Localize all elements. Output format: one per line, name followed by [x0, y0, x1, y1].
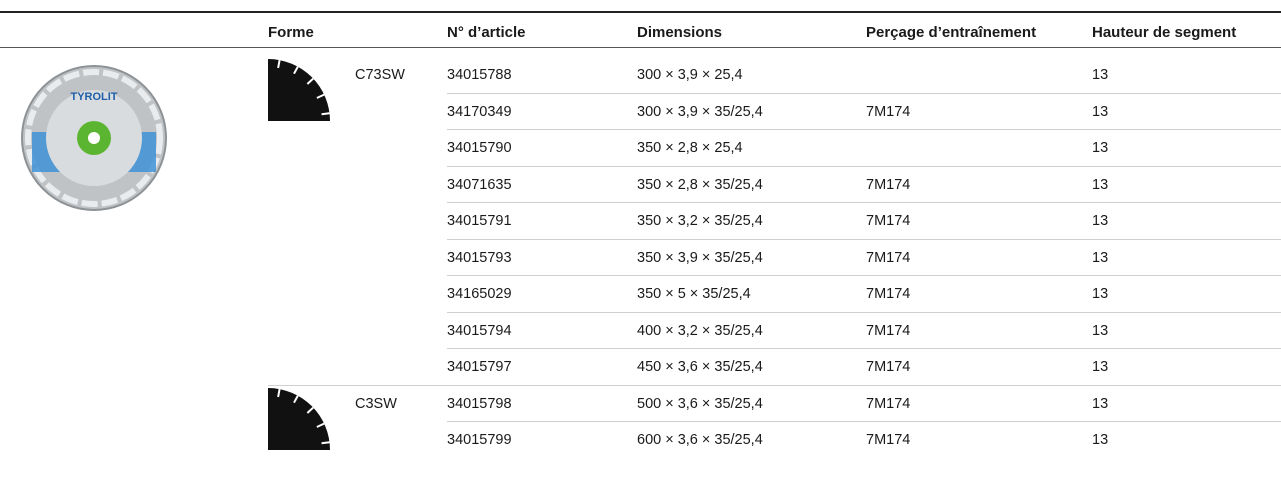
dimensions: 350 × 3,9 × 35/25,4	[637, 249, 763, 266]
hauteur: 13	[1092, 140, 1109, 156]
dimensions: 400 × 3,2 × 35/25,4	[637, 322, 763, 339]
tooth	[321, 440, 330, 444]
column-header: Perçage d’entraînement	[866, 24, 1037, 41]
header-rule	[0, 47, 1281, 48]
tooth	[316, 422, 325, 428]
row-rule	[447, 202, 1281, 203]
tooth	[316, 93, 325, 99]
article: 34015788	[447, 67, 512, 83]
article: 34015798	[447, 395, 512, 412]
row-rule	[447, 275, 1281, 276]
tooth	[277, 388, 281, 397]
top-rule	[0, 11, 1281, 13]
hauteur: 13	[1092, 103, 1109, 120]
tooth	[277, 59, 281, 69]
article: 34015794	[447, 322, 512, 339]
forme: C3SW	[355, 395, 397, 412]
article: 34170349	[447, 103, 512, 120]
article: 34015799	[447, 432, 512, 448]
percage: 7M174	[866, 213, 911, 229]
dimensions: 300 × 3,9 × 25,4	[637, 67, 743, 83]
forme: C73SW	[355, 67, 405, 83]
article: 34071635	[447, 176, 512, 193]
percage: 7M174	[866, 359, 911, 375]
hauteur: 13	[1092, 249, 1109, 266]
tooth	[293, 394, 299, 403]
article: 34015793	[447, 249, 512, 266]
row-rule	[447, 92, 1281, 94]
percage: 7M174	[866, 395, 911, 412]
article: 34015790	[447, 140, 512, 156]
blade-sector	[268, 59, 330, 121]
row-rule	[268, 384, 1281, 386]
tooth	[306, 406, 314, 414]
dimensions: 500 × 3,6 × 35/25,4	[637, 395, 763, 412]
percage: 7M174	[866, 322, 911, 339]
hauteur: 13	[1092, 359, 1109, 375]
column-header: Dimensions	[637, 24, 723, 41]
tooth	[293, 66, 299, 75]
row-rule	[447, 421, 1281, 422]
dimensions: 450 × 3,6 × 35/25,4	[637, 359, 763, 375]
column-header: Forme	[268, 24, 314, 41]
percage: 7M174	[866, 286, 911, 302]
product-image: TYROLIT	[21, 65, 167, 211]
hauteur: 13	[1092, 322, 1109, 339]
blade-sector	[268, 387, 330, 450]
hauteur: 13	[1092, 286, 1109, 302]
hauteur: 13	[1092, 213, 1109, 229]
shape-icon	[268, 59, 330, 121]
tooth	[321, 112, 330, 116]
article: 34015791	[447, 213, 512, 229]
hauteur: 13	[1092, 67, 1109, 83]
row-rule	[447, 348, 1281, 349]
tooth	[306, 77, 314, 85]
hauteur: 13	[1092, 176, 1109, 193]
article: 34165029	[447, 286, 512, 302]
row-rule	[447, 311, 1281, 313]
percage: 7M174	[866, 176, 911, 193]
shape-icon	[268, 387, 330, 450]
hauteur: 13	[1092, 432, 1109, 448]
percage: 7M174	[866, 249, 911, 266]
row-rule	[447, 238, 1281, 240]
dimensions: 350 × 5 × 35/25,4	[637, 286, 751, 302]
column-header: N° d’article	[447, 24, 526, 41]
row-rule	[447, 129, 1281, 130]
column-header: Hauteur de segment	[1092, 24, 1237, 41]
hauteur: 13	[1092, 395, 1109, 412]
brand: TYROLIT	[70, 91, 117, 103]
article: 34015797	[447, 359, 512, 375]
dimensions: 300 × 3,9 × 35/25,4	[637, 103, 763, 120]
percage: 7M174	[866, 432, 911, 448]
dimensions: 600 × 3,6 × 35/25,4	[637, 432, 763, 448]
dimensions: 350 × 2,8 × 35/25,4	[637, 176, 763, 193]
dimensions: 350 × 3,2 × 35/25,4	[637, 213, 763, 229]
row-rule	[447, 165, 1281, 167]
arbor	[88, 132, 100, 144]
dimensions: 350 × 2,8 × 25,4	[637, 140, 743, 156]
segments	[25, 69, 163, 207]
percage: 7M174	[866, 103, 911, 120]
